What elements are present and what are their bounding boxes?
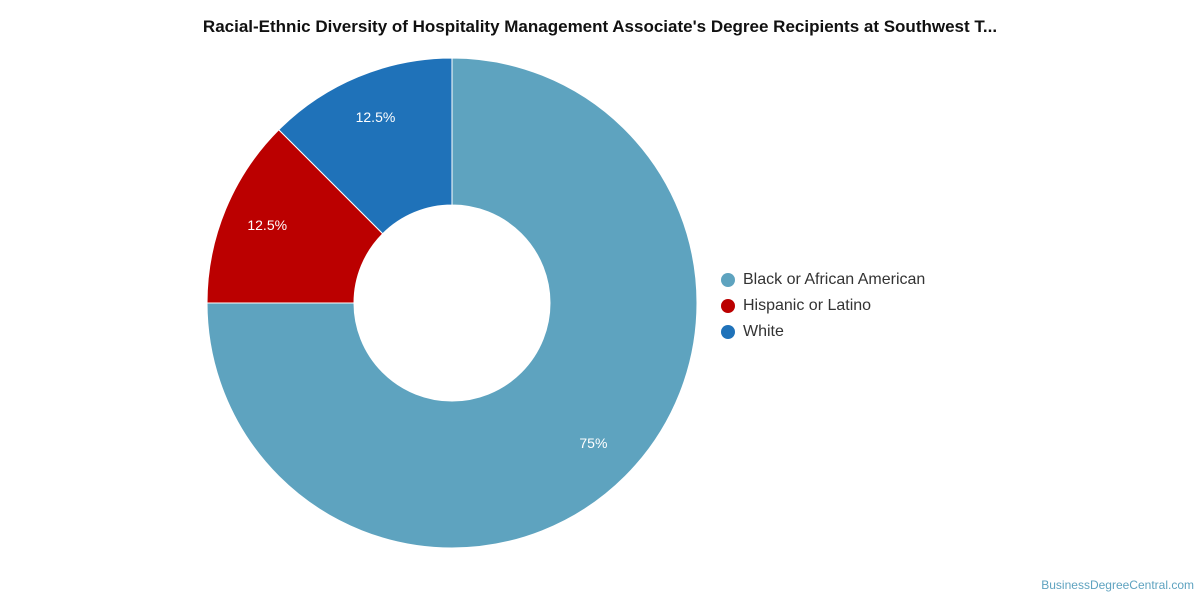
slice-hispanic-or-latino[interactable] — [206, 129, 384, 304]
legend-label: Hispanic or Latino — [743, 297, 872, 314]
legend-item-hispanic-or-latino[interactable]: Hispanic or Latino — [721, 293, 925, 319]
slice-label: 12.5% — [247, 217, 287, 233]
legend-swatch-icon — [721, 325, 735, 339]
source-credit[interactable]: BusinessDegreeCentral.com — [1041, 578, 1194, 592]
legend-swatch-icon — [721, 273, 735, 287]
slice-label: 75% — [579, 435, 607, 451]
legend-swatch-icon — [721, 299, 735, 313]
chart-title: Racial-Ethnic Diversity of Hospitality M… — [202, 17, 998, 36]
legend: Black or African American Hispanic or La… — [721, 267, 925, 345]
legend-label: Black or African American — [743, 271, 926, 288]
slice-label: 12.5% — [356, 109, 396, 125]
slice-white[interactable] — [278, 57, 453, 235]
slice-black-or-african-american[interactable] — [206, 57, 698, 549]
legend-label: White — [743, 323, 784, 340]
legend-item-white[interactable]: White — [721, 319, 925, 345]
legend-item-black-or-african-american[interactable]: Black or African American — [721, 267, 925, 293]
